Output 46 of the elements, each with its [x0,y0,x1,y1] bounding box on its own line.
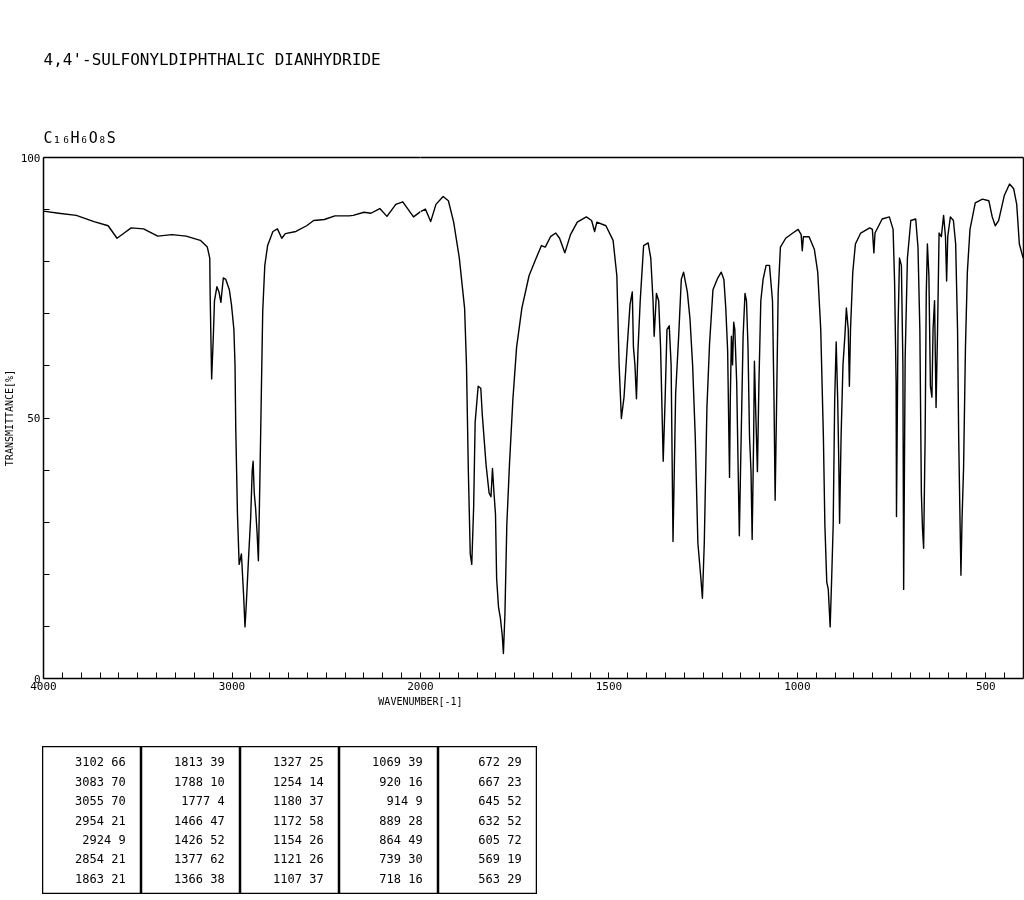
text: 2924 9 [82,832,126,847]
text: 889 28 [379,813,423,828]
text: 667 23 [478,774,522,789]
text: 2854 21 [75,852,126,867]
x-tick-label: 1500 [595,679,623,693]
text: 1813 39 [174,755,225,770]
text: 2954 21 [75,813,126,828]
text: 1788 10 [174,774,225,789]
text: 3083 70 [75,774,126,789]
y-tick-label: 100 [20,151,41,165]
y-tick-label: 50 [27,412,41,425]
x-tick-label: 2000 [407,679,434,693]
text: 1377 62 [174,852,225,867]
text: 1180 37 [273,794,324,809]
text: 632 52 [478,813,522,828]
x-axis-title: WAVENUMBER[-1] [378,695,463,707]
text: 914 9 [386,794,423,809]
x-tick-label: 500 [975,679,996,693]
text: 3102 66 [75,755,126,770]
text: 718 16 [379,871,423,886]
text: 1327 25 [273,755,324,770]
text: 1366 38 [174,871,225,886]
text: 920 16 [379,774,423,789]
text: 605 72 [478,832,522,847]
text: 1863 21 [75,871,126,886]
text: 1426 52 [174,832,225,847]
chart-subtitle: C₁₆H₆O₈S [43,129,116,147]
x-tick-label: 3000 [218,679,246,693]
text: 864 49 [379,832,423,847]
text: 563 29 [478,871,522,886]
text: 1069 39 [372,755,423,770]
text: 1121 26 [273,852,324,867]
text: 1154 26 [273,832,324,847]
text: 569 19 [478,852,522,867]
text: 1466 47 [174,813,225,828]
chart-title: 4,4'-SULFONYLDIPHTHALIC DIANHYDRIDE [43,50,381,69]
text: 739 30 [379,852,423,867]
text: 1172 58 [273,813,324,828]
text: 645 52 [478,794,522,809]
y-axis-title: TRANSMITTANCE[%] [3,369,15,467]
text: 1107 37 [273,871,324,886]
text: 672 29 [478,755,522,770]
x-tick-label: 1000 [784,679,811,693]
text: 1254 14 [273,774,324,789]
text: 1777 4 [181,794,225,809]
text: 3055 70 [75,794,126,809]
